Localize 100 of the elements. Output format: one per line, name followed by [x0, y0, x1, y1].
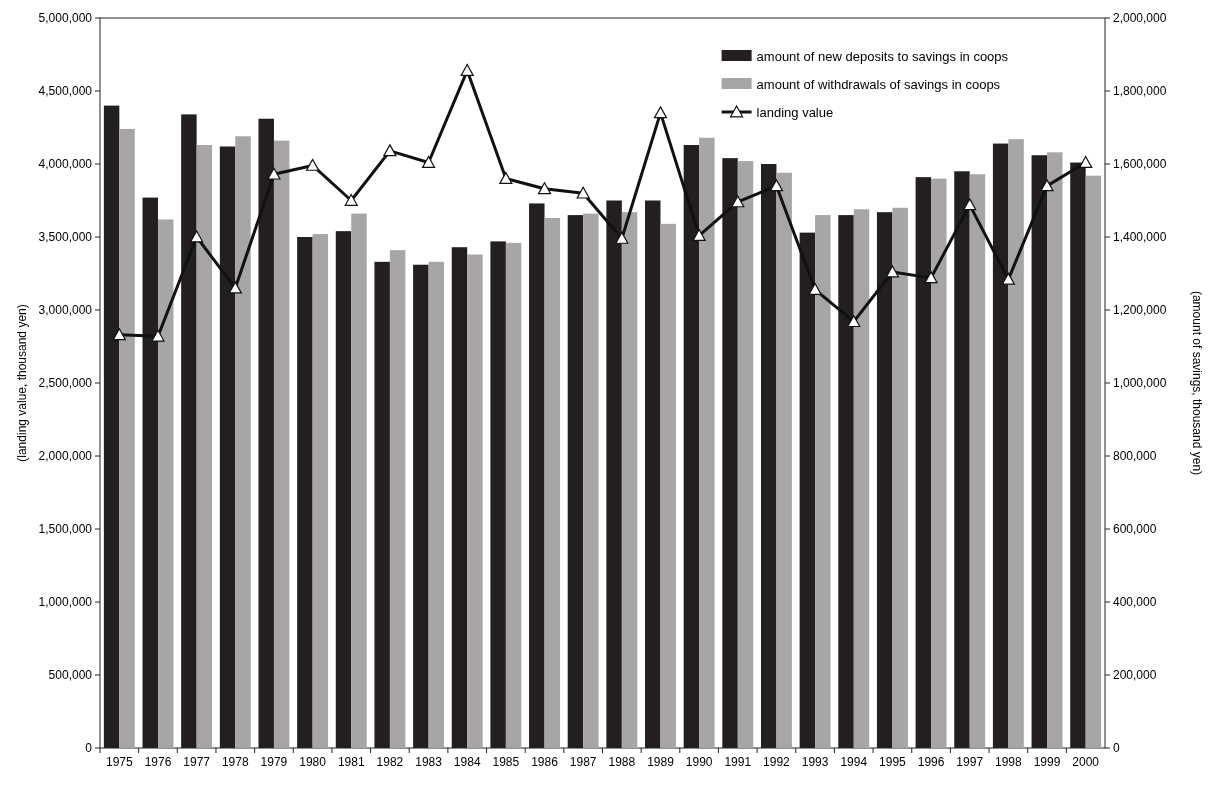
- y-tick-label: 3,000,000: [38, 303, 93, 318]
- bar: [157, 219, 174, 748]
- y2-tick-label: 600,000: [1113, 522, 1157, 537]
- y-tick-label: 500,000: [48, 668, 93, 683]
- y-tick-label: 4,000,000: [38, 157, 93, 172]
- x-tick-label: 1999: [1033, 755, 1061, 769]
- y2-tick-label: 1,800,000: [1113, 84, 1167, 99]
- bar: [389, 250, 406, 748]
- y-tick-label: 2,500,000: [38, 376, 93, 391]
- point: [383, 144, 397, 157]
- y-tick-label: 0: [85, 741, 93, 756]
- x-tick-label: 1981: [337, 755, 365, 769]
- legend-label: landing value: [756, 104, 834, 120]
- x-tick-label: 1987: [569, 755, 597, 769]
- x-tick-label: 1983: [415, 755, 443, 769]
- bar: [428, 261, 445, 748]
- bar: [1047, 152, 1063, 748]
- point: [460, 63, 474, 76]
- bar: [273, 140, 290, 748]
- y-tick-label: 5,000,000: [38, 11, 93, 26]
- bar: [853, 209, 870, 748]
- point: [1079, 155, 1093, 168]
- x-tick-label: 1995: [879, 755, 907, 769]
- bar: [621, 212, 638, 748]
- bar: [776, 172, 792, 748]
- bar: [969, 174, 986, 748]
- bar: [312, 234, 329, 748]
- x-tick-label: 1982: [376, 755, 404, 769]
- bar: [235, 136, 251, 748]
- x-tick-label: 2000: [1072, 755, 1100, 769]
- point: [924, 271, 938, 284]
- y-tick-label: 1,000,000: [38, 595, 93, 610]
- x-tick-label: 1978: [221, 755, 249, 769]
- y-tick-label: 2,000,000: [38, 449, 93, 464]
- x-tick-label: 1994: [840, 755, 868, 769]
- point: [421, 155, 436, 168]
- bar: [892, 207, 908, 748]
- y2-tick-label: 200,000: [1113, 668, 1157, 683]
- x-tick-label: 1980: [299, 755, 327, 769]
- bar: [467, 254, 483, 748]
- x-tick-label: 1996: [917, 755, 945, 769]
- point: [615, 231, 629, 244]
- point: [808, 282, 822, 295]
- x-tick-label: 1992: [763, 755, 791, 769]
- point: [537, 182, 552, 195]
- y2-tick-label: 2,000,000: [1113, 11, 1167, 26]
- bar: [351, 213, 367, 748]
- bar: [737, 161, 754, 748]
- point: [190, 230, 204, 243]
- point: [151, 329, 165, 342]
- bar: [699, 137, 715, 748]
- point: [344, 193, 358, 206]
- bar: [583, 213, 599, 748]
- bar: [196, 145, 213, 748]
- bar: [660, 223, 676, 748]
- point: [769, 179, 784, 192]
- y2-tick-label: 1,400,000: [1113, 230, 1167, 245]
- point: [731, 195, 745, 208]
- point: [1001, 272, 1015, 285]
- bar: [1085, 175, 1102, 748]
- x-tick-label: 1990: [685, 755, 713, 769]
- point: [847, 315, 861, 328]
- x-tick-label: 1986: [531, 755, 559, 769]
- point: [112, 328, 126, 341]
- y2-axis-title: (amount of savings, thousand yen): [1190, 290, 1204, 476]
- y2-tick-label: 1,200,000: [1113, 303, 1167, 318]
- y2-tick-label: 800,000: [1113, 449, 1157, 464]
- x-tick-label: 1989: [647, 755, 675, 769]
- x-tick-label: 1997: [956, 755, 984, 769]
- point: [1040, 179, 1054, 192]
- x-tick-label: 1998: [995, 755, 1023, 769]
- point: [963, 198, 977, 211]
- x-tick-label: 1977: [183, 755, 211, 769]
- x-tick-label: 1976: [144, 755, 172, 769]
- point: [692, 228, 706, 241]
- y2-tick-label: 0: [1113, 741, 1120, 756]
- y-tick-label: 3,500,000: [38, 230, 93, 245]
- y-tick-label: 4,500,000: [38, 84, 93, 99]
- y2-tick-label: 1,600,000: [1113, 157, 1167, 172]
- bar: [505, 242, 522, 748]
- point: [653, 106, 668, 119]
- point: [306, 158, 320, 171]
- point: [499, 172, 513, 184]
- point: [576, 186, 590, 199]
- bar: [544, 218, 560, 748]
- y2-tick-label: 400,000: [1113, 595, 1157, 610]
- bar: [815, 215, 831, 748]
- x-tick-label: 1985: [492, 755, 520, 769]
- y-axis-title: (landing value, thousand yen): [15, 304, 29, 462]
- x-tick-label: 1993: [801, 755, 829, 769]
- legend-label: amount of new deposits to savings in coops: [756, 48, 1009, 64]
- x-tick-label: 1979: [260, 755, 288, 769]
- point: [885, 265, 899, 278]
- bar: [931, 178, 947, 748]
- legend-label: amount of withdrawals of savings in coops: [756, 76, 1001, 92]
- point: [267, 167, 281, 180]
- point: [228, 281, 242, 294]
- y-tick-label: 1,500,000: [38, 522, 93, 537]
- x-tick-label: 1991: [724, 755, 752, 769]
- bar: [119, 128, 135, 748]
